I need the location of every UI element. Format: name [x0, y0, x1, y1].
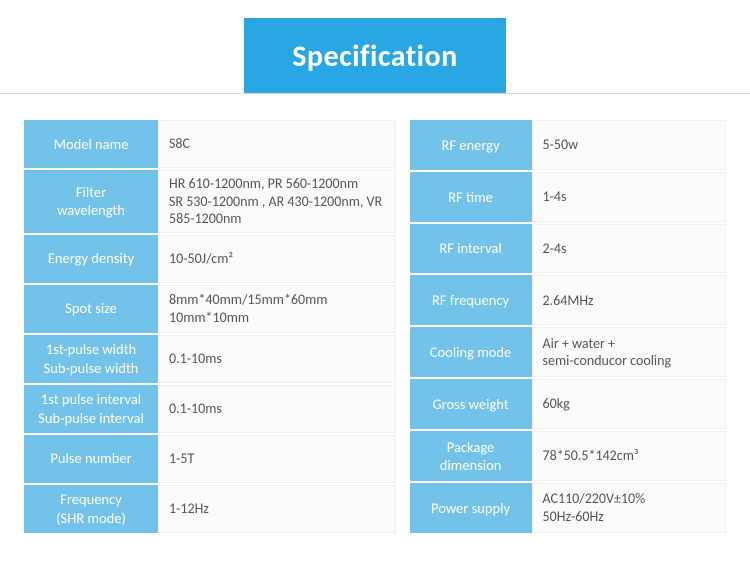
spec-label: Frequency(SHR mode) [24, 485, 158, 533]
spec-value: 1-5T [158, 435, 396, 483]
spec-label: Energy density [24, 235, 158, 283]
header: Specification [0, 0, 750, 94]
spec-value: 8mm*40mm/15mm*60mm10mm*10mm [158, 285, 396, 333]
table-row: Pulse number1-5T [24, 435, 396, 483]
spec-value: 1-4s [532, 172, 726, 222]
spec-label: 1st-pulse widthSub-pulse width [24, 335, 158, 383]
page-title: Specification [244, 18, 506, 93]
spec-label: Filterwavelength [24, 170, 158, 233]
spec-tables: Model nameS8CFilterwavelengthHR 610-1200… [0, 94, 750, 535]
spec-label: RF energy [410, 120, 532, 170]
spec-value: 0.1-10ms [158, 385, 396, 433]
spec-table-left: Model nameS8CFilterwavelengthHR 610-1200… [24, 118, 396, 535]
spec-value: 2-4s [532, 224, 726, 274]
spec-label: Cooling mode [410, 327, 532, 377]
table-row: Model nameS8C [24, 120, 396, 168]
spec-label: RF frequency [410, 275, 532, 325]
spec-value: 0.1-10ms [158, 335, 396, 383]
spec-value: 2.64MHz [532, 275, 726, 325]
table-row: Packagedimension78*50.5*142cm³ [410, 431, 726, 481]
spec-value: 10-50J/cm² [158, 235, 396, 283]
table-row: Power supplyAC110/220V±10%50Hz-60Hz [410, 483, 726, 533]
spec-label: Model name [24, 120, 158, 168]
spec-label: Gross weight [410, 379, 532, 429]
spec-label: 1st pulse intervalSub-pulse interval [24, 385, 158, 433]
spec-value: HR 610-1200nm, PR 560-1200nmSR 530-1200n… [158, 170, 396, 233]
table-row: Cooling modeAir + water +semi-conducor c… [410, 327, 726, 377]
spec-table-right: RF energy5-50wRF time1-4sRF interval2-4s… [410, 118, 726, 535]
spec-label: RF time [410, 172, 532, 222]
spec-label: Packagedimension [410, 431, 532, 481]
spec-value: AC110/220V±10%50Hz-60Hz [532, 483, 726, 533]
spec-value: 78*50.5*142cm³ [532, 431, 726, 481]
spec-label: Pulse number [24, 435, 158, 483]
table-row: Spot size8mm*40mm/15mm*60mm10mm*10mm [24, 285, 396, 333]
table-row: RF frequency2.64MHz [410, 275, 726, 325]
spec-label: RF interval [410, 224, 532, 274]
table-row: 1st pulse intervalSub-pulse interval0.1-… [24, 385, 396, 433]
table-row: Gross weight60kg [410, 379, 726, 429]
spec-value: Air + water +semi-conducor cooling [532, 327, 726, 377]
table-row: RF time1-4s [410, 172, 726, 222]
table-row: RF energy5-50w [410, 120, 726, 170]
table-row: 1st-pulse widthSub-pulse width0.1-10ms [24, 335, 396, 383]
spec-value: 1-12Hz [158, 485, 396, 533]
table-row: Energy density10-50J/cm² [24, 235, 396, 283]
table-row: Frequency(SHR mode)1-12Hz [24, 485, 396, 533]
spec-value: 5-50w [532, 120, 726, 170]
spec-label: Spot size [24, 285, 158, 333]
spec-label: Power supply [410, 483, 532, 533]
spec-value: S8C [158, 120, 396, 168]
table-row: RF interval2-4s [410, 224, 726, 274]
table-row: FilterwavelengthHR 610-1200nm, PR 560-12… [24, 170, 396, 233]
spec-value: 60kg [532, 379, 726, 429]
